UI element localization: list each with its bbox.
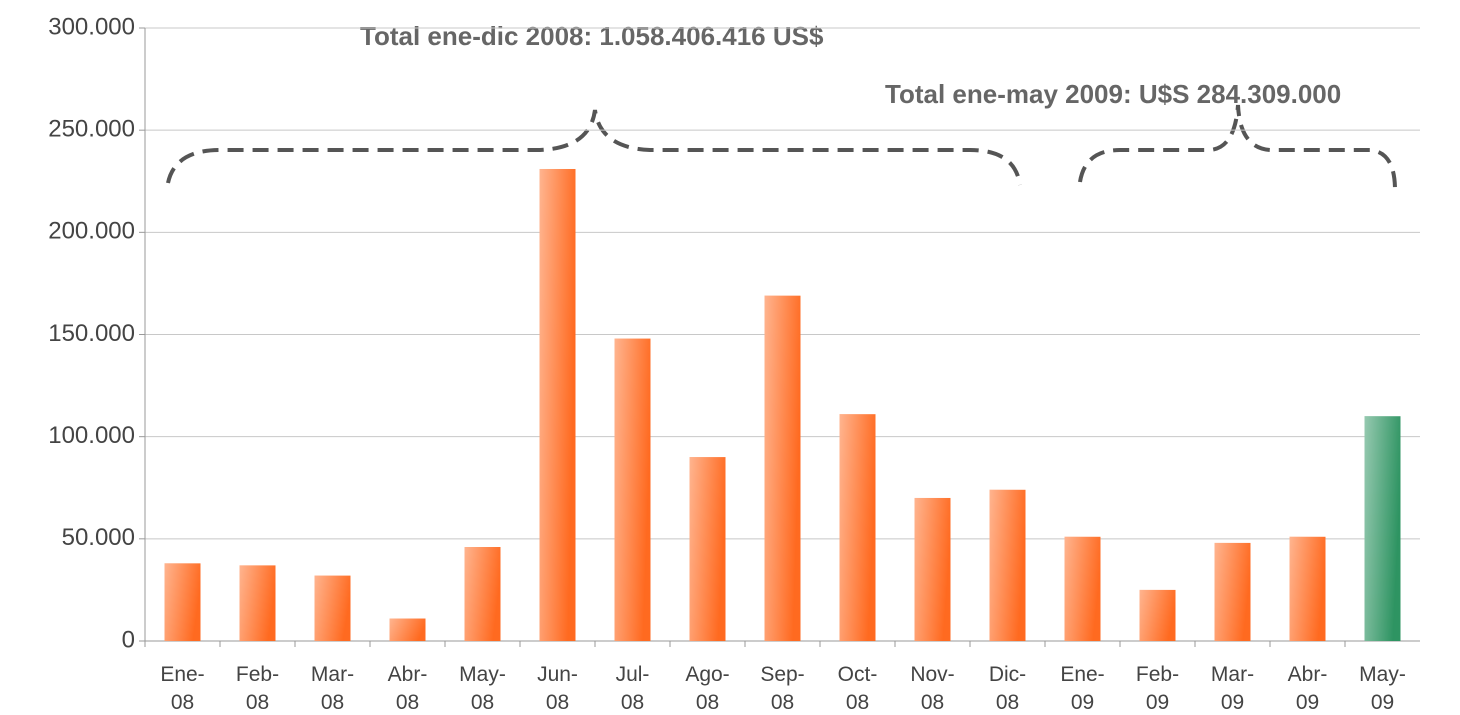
annotation: Total ene-dic 2008: 1.058.406.416 US$ [360, 21, 824, 51]
y-tick-label: 0 [122, 626, 135, 653]
x-tick-label: Ene-09 [1060, 663, 1105, 714]
bar-shine [539, 168, 576, 642]
x-tick-label: May-09 [1359, 663, 1406, 714]
bar-shine [839, 414, 876, 641]
bar-shine [614, 338, 651, 641]
x-tick-label: Oct-08 [837, 663, 878, 714]
x-tick-label: Feb-08 [235, 663, 280, 714]
x-tick-label: Abr-09 [1287, 663, 1328, 714]
x-tick-label: Nov-08 [910, 663, 955, 714]
x-tick-label: Mar-08 [310, 663, 355, 714]
annotation: Total ene-may 2009: U$S 284.309.000 [885, 79, 1341, 109]
x-tick-label: Mar-09 [1210, 663, 1255, 714]
brace [1078, 104, 1397, 191]
x-tick-label: Ago-08 [685, 663, 730, 714]
bar-shine [314, 575, 351, 641]
bar-shine [914, 497, 951, 641]
bar-shine [689, 457, 726, 641]
y-tick-label: 100.000 [48, 422, 135, 449]
y-tick-label: 250.000 [48, 116, 135, 143]
x-tick-label: Jun-08 [537, 663, 578, 714]
y-tick-label: 50.000 [62, 524, 135, 551]
bar-shine [1364, 416, 1401, 641]
bar-shine [764, 295, 801, 641]
brace [166, 109, 1022, 186]
x-tick-label: Ene-08 [160, 663, 205, 714]
x-tick-label: Sep-08 [760, 663, 805, 714]
y-tick-label: 150.000 [48, 320, 135, 347]
bar-shine [389, 618, 426, 641]
x-tick-label: Feb-09 [1135, 663, 1180, 714]
bar-shine [1139, 589, 1176, 641]
bar-shine [464, 547, 501, 641]
bar-shine [239, 565, 276, 641]
y-tick-label: 300.000 [48, 13, 135, 40]
bar-shine [164, 563, 201, 641]
x-tick-label: Abr-08 [387, 663, 428, 714]
bar-shine [1289, 536, 1326, 641]
x-tick-label: Jul-08 [615, 663, 650, 714]
x-tick-label: May-08 [459, 663, 506, 714]
bar-shine [1064, 536, 1101, 641]
x-tick-label: Dic-08 [988, 663, 1027, 714]
y-tick-label: 200.000 [48, 218, 135, 245]
bar-shine [1214, 542, 1251, 641]
bar-shine [989, 489, 1026, 641]
